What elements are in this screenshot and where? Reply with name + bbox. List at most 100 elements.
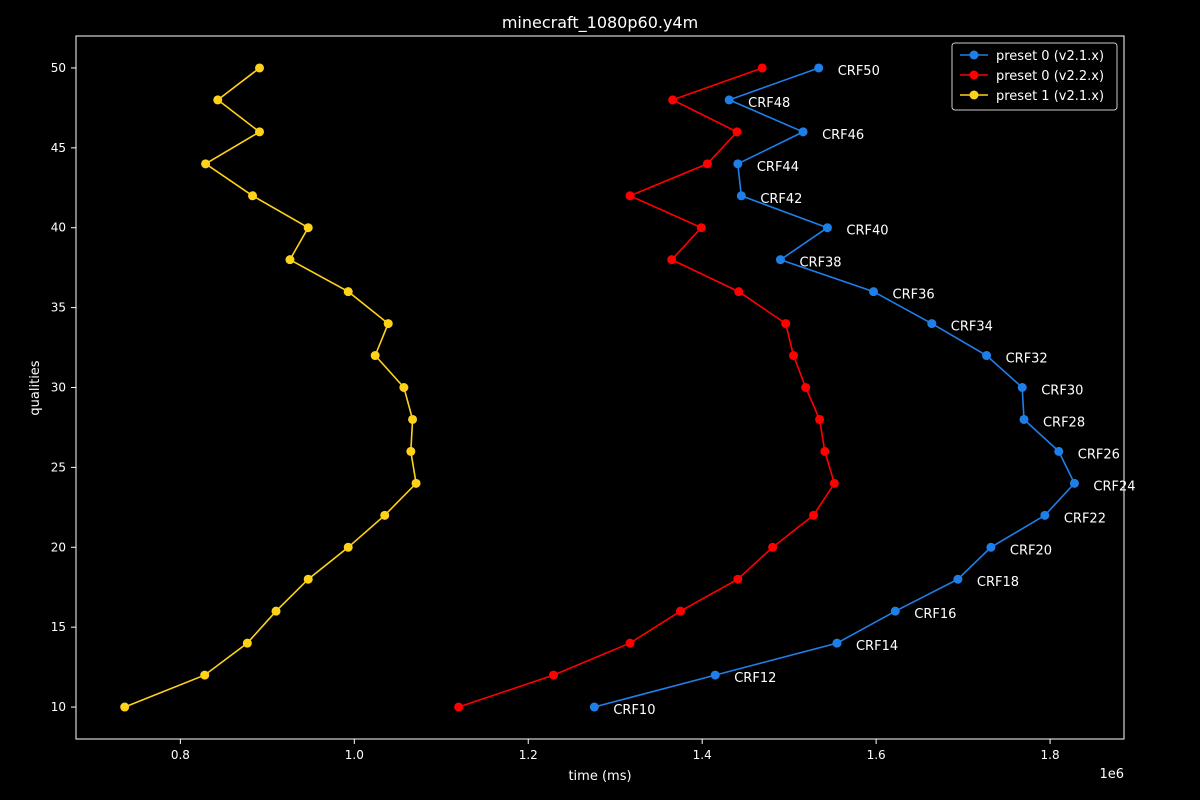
- data-point: [344, 543, 353, 552]
- data-point: [380, 511, 389, 520]
- legend-label: preset 0 (v2.1.x): [996, 49, 1104, 64]
- data-point: [799, 127, 808, 136]
- data-point: [243, 639, 252, 648]
- data-point: [255, 127, 264, 136]
- point-label: CRF10: [613, 703, 655, 718]
- data-point: [668, 95, 677, 104]
- data-point: [737, 191, 746, 200]
- data-point: [1018, 383, 1027, 392]
- point-label: CRF44: [757, 160, 799, 175]
- x-axis-offset-label: 1e6: [1099, 767, 1124, 782]
- data-point: [732, 127, 741, 136]
- data-point: [412, 479, 421, 488]
- data-point: [832, 639, 841, 648]
- point-label: CRF42: [760, 192, 802, 207]
- y-tick-label: 15: [51, 620, 66, 634]
- data-point: [982, 351, 991, 360]
- point-label: CRF46: [822, 128, 864, 143]
- data-point: [120, 703, 129, 712]
- point-label: CRF32: [1006, 352, 1048, 367]
- data-point: [626, 191, 635, 200]
- y-tick-label: 25: [51, 460, 66, 474]
- data-point: [758, 63, 767, 72]
- data-point: [1070, 479, 1079, 488]
- data-point: [399, 383, 408, 392]
- data-point: [344, 287, 353, 296]
- legend: preset 0 (v2.1.x) preset 0 (v2.2.x) preset…: [952, 43, 1117, 110]
- x-tick-label: 1.0: [345, 748, 364, 762]
- point-label: CRF48: [748, 96, 790, 111]
- x-tick-label: 0.8: [171, 748, 190, 762]
- point-label: CRF16: [914, 607, 956, 622]
- y-tick-label: 30: [51, 381, 66, 395]
- data-point: [200, 671, 209, 680]
- data-point: [304, 575, 313, 584]
- data-point: [406, 447, 415, 456]
- data-point: [676, 607, 685, 616]
- y-tick-label: 10: [51, 700, 66, 714]
- data-point: [789, 351, 798, 360]
- data-point: [248, 191, 257, 200]
- data-point: [809, 511, 818, 520]
- data-point: [667, 255, 676, 264]
- y-tick-label: 45: [51, 141, 66, 155]
- data-point: [733, 575, 742, 584]
- point-label: CRF14: [856, 639, 898, 654]
- y-axis-label: qualities: [28, 360, 43, 415]
- data-point: [711, 671, 720, 680]
- legend-label: preset 0 (v2.2.x): [996, 69, 1104, 84]
- point-label: CRF12: [734, 671, 776, 686]
- data-point: [201, 159, 210, 168]
- y-tick-label: 20: [51, 540, 66, 554]
- data-point: [590, 703, 599, 712]
- legend-label: preset 1 (v2.1.x): [996, 89, 1104, 104]
- x-tick-label: 1.6: [867, 748, 886, 762]
- data-point: [408, 415, 417, 424]
- data-point: [801, 383, 810, 392]
- data-point: [285, 255, 294, 264]
- x-axis-label: time (ms): [568, 769, 631, 784]
- y-tick-label: 40: [51, 221, 66, 235]
- point-label: CRF20: [1010, 543, 1052, 558]
- x-tick-label: 1.4: [693, 748, 712, 762]
- point-label: CRF50: [838, 64, 880, 79]
- data-point: [1040, 511, 1049, 520]
- point-label: CRF26: [1078, 447, 1120, 462]
- point-label: CRF22: [1064, 511, 1106, 526]
- data-point: [1054, 447, 1063, 456]
- data-point: [255, 63, 264, 72]
- data-point: [869, 287, 878, 296]
- data-point: [626, 639, 635, 648]
- x-tick-label: 1.2: [519, 748, 538, 762]
- point-label: CRF24: [1093, 479, 1135, 494]
- data-point: [953, 575, 962, 584]
- x-tick-label: 1.8: [1041, 748, 1060, 762]
- data-point: [697, 223, 706, 232]
- data-point: [304, 223, 313, 232]
- data-point: [927, 319, 936, 328]
- point-label: CRF18: [977, 575, 1019, 590]
- data-point: [986, 543, 995, 552]
- point-label: CRF40: [846, 224, 888, 239]
- y-tick-label: 35: [51, 301, 66, 315]
- data-point: [830, 479, 839, 488]
- data-point: [823, 223, 832, 232]
- data-point: [768, 543, 777, 552]
- data-point: [891, 607, 900, 616]
- data-point: [733, 159, 742, 168]
- data-point: [814, 63, 823, 72]
- data-point: [213, 95, 222, 104]
- y-tick-label: 50: [51, 61, 66, 75]
- data-point: [820, 447, 829, 456]
- data-point: [454, 703, 463, 712]
- legend-swatch-marker: [970, 71, 979, 80]
- data-point: [371, 351, 380, 360]
- data-point: [776, 255, 785, 264]
- chart-title: minecraft_1080p60.y4m: [502, 13, 698, 33]
- data-point: [384, 319, 393, 328]
- data-point: [272, 607, 281, 616]
- point-label: CRF30: [1041, 384, 1083, 399]
- data-point: [725, 95, 734, 104]
